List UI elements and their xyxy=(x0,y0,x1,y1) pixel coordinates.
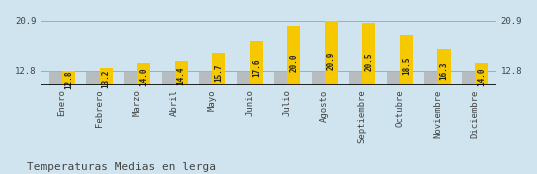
Bar xyxy=(462,70,475,85)
Text: 14.0: 14.0 xyxy=(139,67,148,86)
Text: 16.3: 16.3 xyxy=(439,62,448,80)
Bar xyxy=(49,70,62,85)
Bar xyxy=(175,61,188,85)
Bar xyxy=(212,53,226,85)
Text: 18.5: 18.5 xyxy=(402,57,411,75)
Text: 20.0: 20.0 xyxy=(289,53,299,72)
Bar xyxy=(475,63,488,85)
Text: 17.6: 17.6 xyxy=(252,59,261,77)
Text: 14.4: 14.4 xyxy=(177,66,186,85)
Text: 20.5: 20.5 xyxy=(365,52,373,70)
Bar xyxy=(199,70,212,85)
Bar xyxy=(424,70,438,85)
Bar xyxy=(137,63,150,85)
Bar xyxy=(162,70,175,85)
Text: 13.2: 13.2 xyxy=(101,69,111,88)
Bar xyxy=(287,26,300,85)
Bar xyxy=(86,70,99,85)
Bar xyxy=(274,70,287,85)
Text: 20.9: 20.9 xyxy=(327,51,336,70)
Bar xyxy=(387,70,400,85)
Bar xyxy=(124,70,137,85)
Bar xyxy=(99,68,113,85)
Text: Temperaturas Medias en lerga: Temperaturas Medias en lerga xyxy=(27,162,216,172)
Bar xyxy=(438,49,451,85)
Bar xyxy=(362,23,375,85)
Text: 15.7: 15.7 xyxy=(214,63,223,82)
Text: 14.0: 14.0 xyxy=(477,67,486,86)
Bar xyxy=(62,70,75,85)
Text: 12.8: 12.8 xyxy=(64,70,73,89)
Bar xyxy=(400,35,413,85)
Bar xyxy=(237,70,250,85)
Bar xyxy=(325,21,338,85)
Bar xyxy=(349,70,362,85)
Bar xyxy=(250,41,263,85)
Bar xyxy=(311,70,325,85)
